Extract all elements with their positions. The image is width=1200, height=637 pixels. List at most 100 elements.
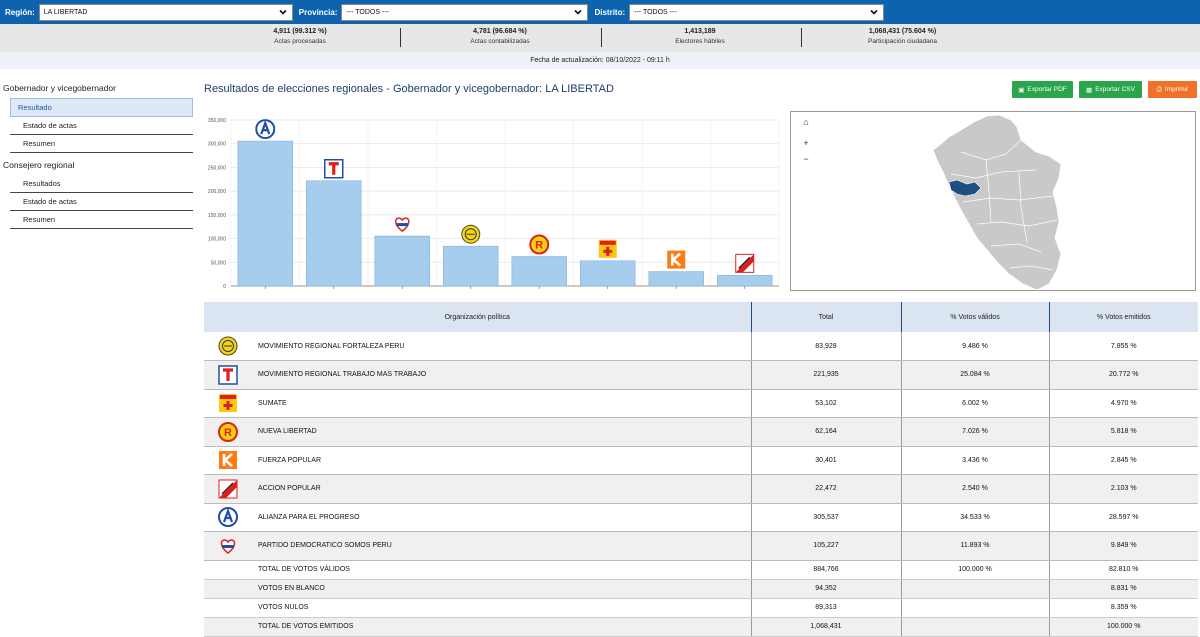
summary-total: 1,068,431 xyxy=(750,617,901,637)
party-logo-cell xyxy=(204,503,252,532)
trabajo-logo-icon xyxy=(218,365,238,385)
summary-row: VOTOS EN BLANCO 94,352 8.831 % xyxy=(204,579,1198,599)
distrito-select-value: --- TODOS --- xyxy=(634,8,677,16)
page-title: Resultados de elecciones regionales - Go… xyxy=(204,83,614,95)
y-tick-label: 300,000 xyxy=(208,142,226,148)
sidebar-item-resumen[interactable]: Resumen xyxy=(10,135,193,153)
provincia-filter: Provincia: --- TODOS --- xyxy=(298,3,589,21)
chevron-down-icon xyxy=(870,9,878,15)
empty-cell xyxy=(204,598,252,618)
pct-emitidos: 5.818 % xyxy=(1048,417,1198,447)
print-button[interactable]: ⎙ Imprimir xyxy=(1148,81,1197,98)
y-tick-label: 50,000 xyxy=(211,260,227,266)
stat-value: 4,911 (99.312 %) xyxy=(273,28,327,35)
y-tick-label: 150,000 xyxy=(208,213,226,219)
divider xyxy=(801,28,802,47)
export-csv-label: Exportar CSV xyxy=(1095,86,1135,93)
col-votos-validos: % Votos válidos xyxy=(901,302,1050,332)
export-pdf-button[interactable]: ▣ Exportar PDF xyxy=(1012,81,1073,98)
provincia-label: Provincia: xyxy=(298,7,338,17)
party-name: ACCION POPULAR xyxy=(252,474,751,504)
summary-pct-emitidos: 8.359 % xyxy=(1048,598,1198,618)
summary-pct-emitidos: 100.000 % xyxy=(1048,617,1198,637)
party-logo-cell xyxy=(204,389,252,418)
home-icon[interactable]: ⌂ xyxy=(803,117,809,127)
col-votos-emitidos: % Votos emitidos xyxy=(1049,302,1198,332)
region-select[interactable]: LA LIBERTAD xyxy=(38,3,293,21)
summary-pct-validos: 100.000 % xyxy=(900,560,1049,580)
bar-logo xyxy=(461,224,481,244)
somos-peru-logo-icon xyxy=(395,217,410,233)
sidebar-item-estado-actas-consejero[interactable]: Estado de actas xyxy=(10,193,193,211)
region-filter: Región: LA LIBERTAD xyxy=(5,3,293,21)
stat-value: 4,781 (96.684 %) xyxy=(473,28,527,35)
sidebar-item-estado-actas[interactable]: Estado de actas xyxy=(10,117,193,135)
summary-total: 94,352 xyxy=(750,579,901,599)
fuerza-popular-logo-icon xyxy=(667,250,686,269)
stat-value: 1,413,189 xyxy=(684,28,716,35)
col-organizacion: Organización política xyxy=(204,302,752,332)
total-votes: 53,102 xyxy=(750,389,901,418)
sidebar-item-resultados-consejero[interactable]: Resultados xyxy=(10,175,193,193)
pct-validos: 3.436 % xyxy=(900,446,1049,475)
table-header: Organización política Total % Votos váli… xyxy=(204,302,1198,332)
summary-pct-validos xyxy=(900,598,1049,618)
summary-row: TOTAL DE VOTOS EMITIDOS 1,068,431 100.00… xyxy=(204,617,1198,637)
sidebar-item-resultado[interactable]: Resultado xyxy=(10,98,193,117)
distrito-select[interactable]: --- TODOS --- xyxy=(629,3,885,21)
distrito-filter: Distrito: --- TODOS --- xyxy=(594,3,885,21)
export-pdf-label: Exportar PDF xyxy=(1027,86,1067,93)
svg-text:R: R xyxy=(535,240,543,252)
table-row: ACCION POPULAR 22,472 2.540 % 2.103 % xyxy=(204,474,1198,504)
summary-row: TOTAL DE VOTOS VÁLIDOS 884,766 100.000 %… xyxy=(204,560,1198,580)
pct-emitidos: 2.845 % xyxy=(1048,446,1198,475)
sumate-logo-icon xyxy=(598,239,617,258)
party-logo-cell xyxy=(204,531,252,561)
accion-popular-logo-icon xyxy=(218,479,238,499)
bar[interactable] xyxy=(374,235,430,287)
provincia-select[interactable]: --- TODOS --- xyxy=(341,3,589,21)
party-name: ALIANZA PARA EL PROGRESO xyxy=(252,503,751,532)
bar-logo xyxy=(598,239,617,258)
app-logo-icon xyxy=(218,507,238,528)
party-name: PARTIDO DEMOCRATICO SOMOS PERU xyxy=(252,531,751,561)
bar-logo xyxy=(324,158,344,179)
nueva-libertad-logo-icon: R xyxy=(529,234,550,255)
total-votes: 305,537 xyxy=(750,503,901,532)
chevron-down-icon xyxy=(574,9,583,15)
party-name: NUEVA LIBERTAD xyxy=(252,417,751,447)
party-logo-cell: R xyxy=(204,417,252,447)
bar[interactable] xyxy=(511,256,567,287)
summary-total: 884,766 xyxy=(750,560,901,580)
summary-row: VOTOS NULOS 89,313 8.359 % xyxy=(204,598,1198,618)
peru-region-shape xyxy=(932,114,1062,291)
sidebar-item-resumen-consejero[interactable]: Resumen xyxy=(10,211,193,229)
bar[interactable] xyxy=(717,275,773,287)
party-logo-cell xyxy=(204,332,252,361)
total-votes: 221,935 xyxy=(750,360,901,390)
bar-logo xyxy=(735,253,755,273)
divider xyxy=(601,28,602,47)
bar[interactable] xyxy=(648,271,704,287)
total-votes: 62,164 xyxy=(750,417,901,447)
stat-actas-contabilizadas: 4,781 (96.684 %) Actas contabilizadas xyxy=(440,27,560,47)
bar[interactable] xyxy=(580,260,636,287)
summary-pct-validos xyxy=(900,579,1049,599)
stat-participacion: 1,068,431 (75.604 %) Participación ciuda… xyxy=(835,27,970,47)
zoom-out-button[interactable]: − xyxy=(803,154,809,164)
total-votes: 22,472 xyxy=(750,474,901,504)
app-logo-icon xyxy=(255,119,276,140)
bar[interactable] xyxy=(443,245,499,287)
somos-peru-logo-icon xyxy=(220,538,236,554)
pct-emitidos: 4.970 % xyxy=(1048,389,1198,418)
svg-text:R: R xyxy=(224,427,232,439)
pct-validos: 11.893 % xyxy=(900,531,1049,561)
export-csv-button[interactable]: ▦ Exportar CSV xyxy=(1079,81,1142,98)
zoom-in-button[interactable]: + xyxy=(803,138,809,148)
summary-label: TOTAL DE VOTOS EMITIDOS xyxy=(252,617,751,637)
bar-logo xyxy=(255,119,276,140)
region-borders xyxy=(950,139,1058,271)
stat-electores-habiles: 1,413,189 Electores hábiles xyxy=(640,27,760,47)
bar[interactable] xyxy=(306,180,362,287)
bar[interactable] xyxy=(237,140,293,287)
